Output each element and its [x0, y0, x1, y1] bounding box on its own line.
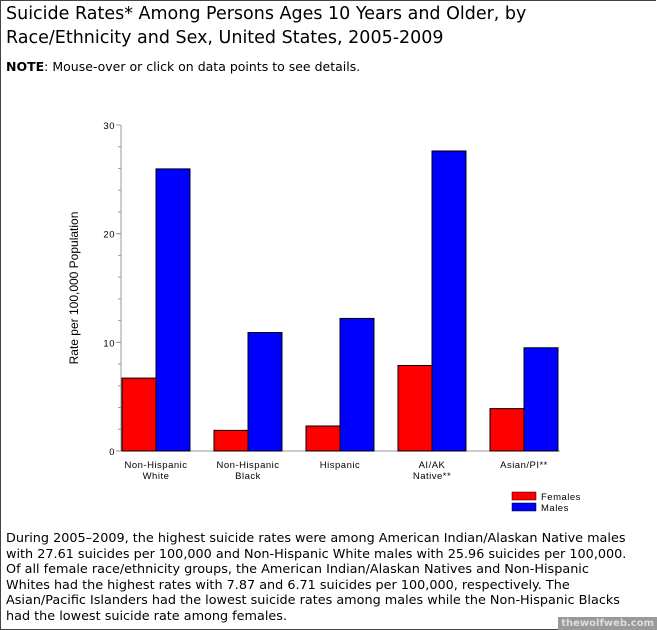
- bar-chart: 0 10 20 30 Rate per 100,000 Population Non-Hi…: [67, 121, 581, 514]
- x-tick-label: White: [143, 471, 170, 482]
- watermark: thewolfweb.com: [558, 617, 657, 630]
- note: NOTE: Mouse-over or click on data points…: [6, 59, 360, 74]
- bar-males[interactable]: [431, 150, 467, 452]
- legend-swatch-males: [511, 502, 537, 512]
- bar-females[interactable]: [305, 425, 341, 452]
- x-tick-label: Asian/PI**: [500, 460, 548, 471]
- chart-description: During 2005–2009, the highest suicide ra…: [6, 531, 627, 624]
- bar-males[interactable]: [523, 347, 559, 452]
- y-tick-label: 30: [103, 121, 115, 132]
- x-tick-label: Hispanic: [320, 460, 360, 471]
- legend-swatch-females: [511, 491, 537, 501]
- bar-males[interactable]: [247, 332, 283, 452]
- legend-label: Females: [541, 492, 581, 503]
- x-tick-label: AI/AK: [419, 460, 446, 471]
- x-tick-label: Native**: [413, 471, 451, 482]
- note-text: : Mouse-over or click on data points to …: [44, 59, 361, 74]
- x-tick-label: Non-Hispanic: [216, 460, 279, 471]
- bar-males[interactable]: [155, 168, 191, 452]
- page-title: Suicide Rates* Among Persons Ages 10 Yea…: [6, 4, 527, 48]
- bar-males[interactable]: [339, 317, 375, 452]
- y-tick-label: 20: [103, 230, 115, 241]
- bar-females[interactable]: [213, 429, 249, 452]
- legend-label: Males: [541, 503, 569, 514]
- y-tick-label: 10: [103, 338, 115, 349]
- bar-females[interactable]: [121, 377, 157, 452]
- y-axis-label: Rate per 100,000 Population: [67, 212, 81, 365]
- note-label: NOTE: [6, 59, 45, 74]
- y-tick-label: 0: [109, 447, 115, 458]
- x-tick-label: Black: [235, 471, 261, 482]
- x-tick-label: Non-Hispanic: [124, 460, 187, 471]
- bar-females[interactable]: [397, 364, 433, 452]
- bar-females[interactable]: [489, 408, 525, 452]
